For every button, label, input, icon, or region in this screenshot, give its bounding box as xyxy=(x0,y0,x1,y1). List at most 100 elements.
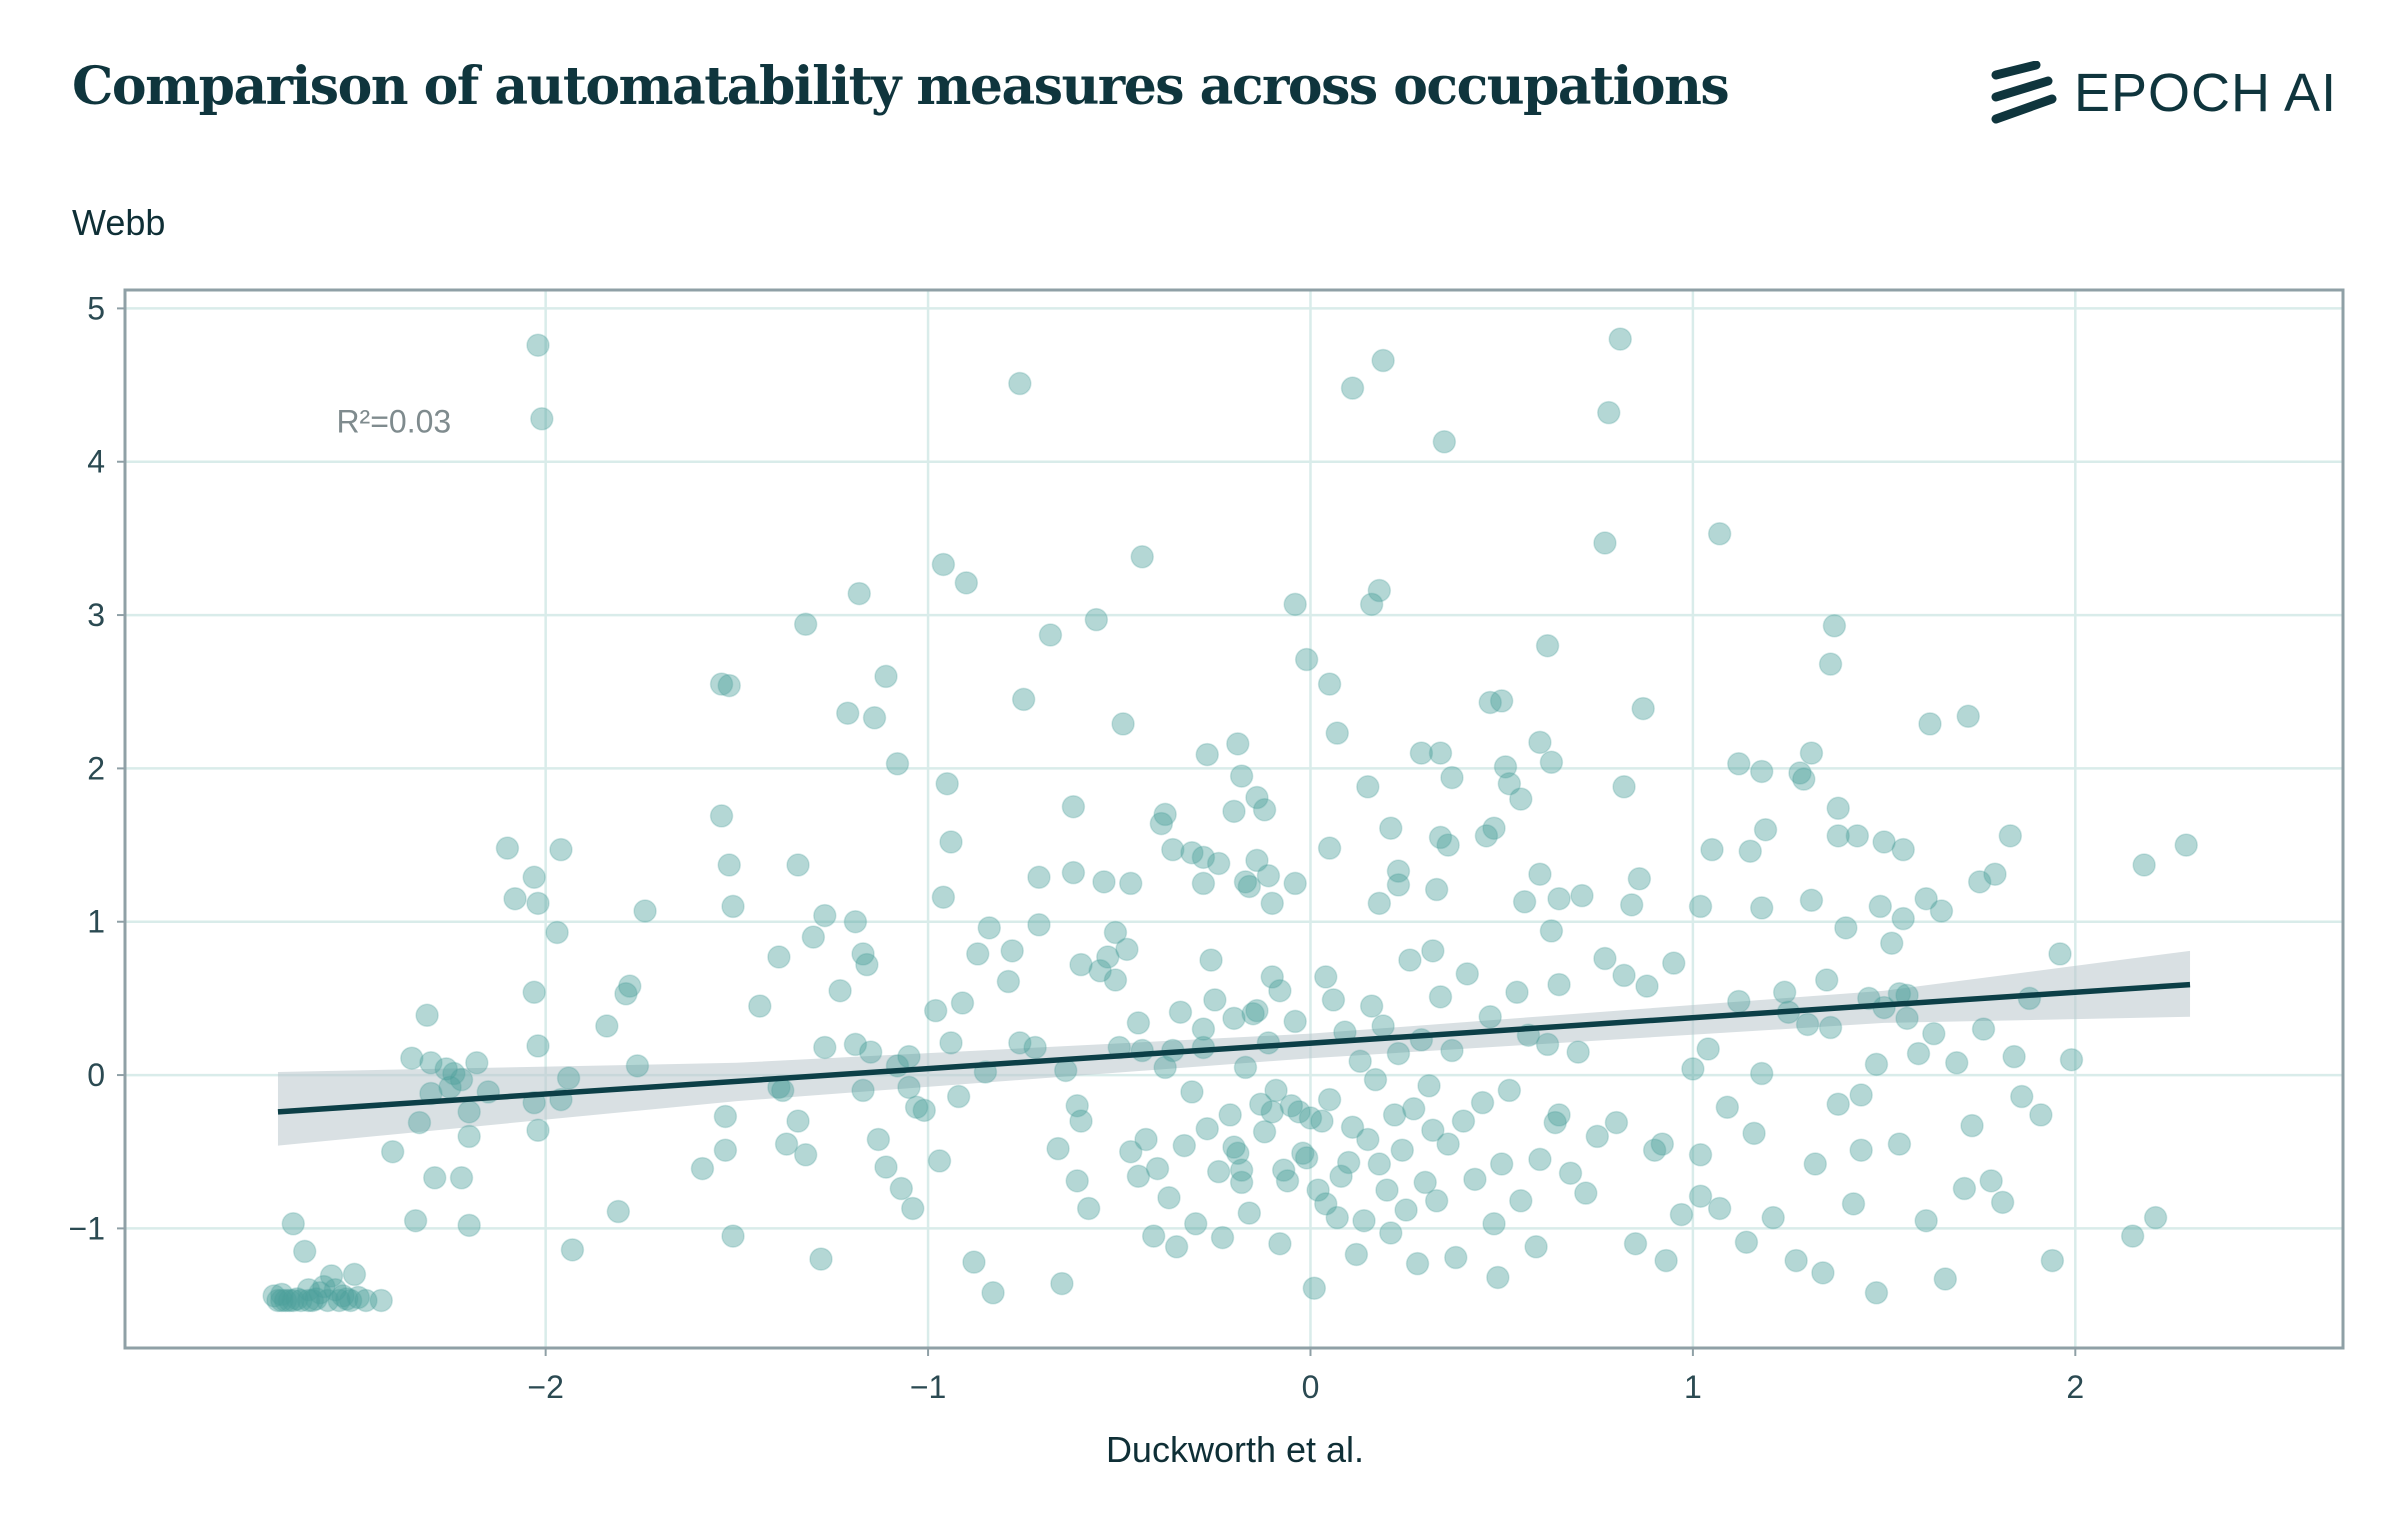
data-point xyxy=(296,1277,321,1302)
data-point xyxy=(1237,874,1262,899)
data-point xyxy=(1348,1049,1372,1074)
data-point xyxy=(1524,1235,1548,1259)
data-point xyxy=(262,1284,286,1308)
data-point xyxy=(315,1288,340,1313)
data-point xyxy=(549,837,573,862)
data-point xyxy=(1363,1067,1388,1092)
data-point xyxy=(1275,1169,1300,1193)
data-point xyxy=(1210,1225,1235,1250)
data-point xyxy=(1092,870,1116,894)
data-point xyxy=(285,1287,309,1311)
data-point xyxy=(1795,1012,1820,1037)
data-point xyxy=(1130,1038,1154,1063)
data-point xyxy=(721,1224,745,1248)
data-point xyxy=(1444,1245,1468,1270)
data-point xyxy=(1352,1208,1376,1233)
data-point xyxy=(904,1095,929,1120)
data-point xyxy=(767,945,791,969)
data-point xyxy=(1398,948,1422,972)
data-point xyxy=(1367,1152,1392,1176)
tick-labels: −2 −1 0 1 2 −1 0 1 2 3 4 5 xyxy=(69,290,2085,1405)
data-point xyxy=(449,1166,474,1190)
data-point xyxy=(1180,840,1204,865)
data-point xyxy=(1436,833,1460,857)
data-point xyxy=(1218,1103,1242,1127)
data-point xyxy=(442,1061,466,1086)
data-point xyxy=(1727,752,1751,776)
data-point xyxy=(304,1287,328,1311)
data-point xyxy=(1268,978,1292,1003)
data-point xyxy=(1237,1201,1262,1225)
data-point xyxy=(1945,1051,1969,1075)
data-point xyxy=(1008,371,1032,396)
data-point xyxy=(1283,592,1307,617)
data-point xyxy=(1463,1167,1487,1192)
data-point xyxy=(1868,894,1893,919)
data-point xyxy=(526,1034,550,1058)
data-point xyxy=(851,942,875,966)
data-point xyxy=(836,701,860,725)
data-point xyxy=(1161,837,1185,862)
data-point xyxy=(1291,1141,1315,1166)
data-point xyxy=(1061,860,1086,885)
trend-line xyxy=(277,981,2191,1115)
data-point xyxy=(813,903,837,928)
data-point xyxy=(2143,1205,2168,1230)
data-point xyxy=(1103,920,1128,945)
data-point xyxy=(931,885,956,909)
data-point xyxy=(774,1132,799,1156)
data-point xyxy=(2040,1248,2065,1273)
data-point xyxy=(2002,1044,2026,1069)
data-point xyxy=(1612,775,1636,799)
data-point xyxy=(1688,894,1713,919)
data-point xyxy=(1111,712,1135,736)
data-point xyxy=(1141,1224,1166,1248)
data-point xyxy=(1298,1106,1323,1130)
data-point xyxy=(1149,811,1174,836)
data-point xyxy=(1325,1205,1350,1230)
data-point xyxy=(308,1281,332,1305)
data-point xyxy=(1359,994,1384,1018)
data-point xyxy=(1153,1055,1177,1080)
data-point xyxy=(526,1118,550,1143)
data-point xyxy=(1027,913,1051,937)
x-tick-label: 1 xyxy=(1684,1369,1702,1405)
data-point xyxy=(843,909,868,934)
data-point xyxy=(1023,1035,1047,1060)
x-tick-label: 0 xyxy=(1302,1369,1320,1405)
data-point xyxy=(1390,1138,1415,1162)
data-point xyxy=(2059,1047,2084,1072)
data-point xyxy=(1799,888,1824,913)
data-point xyxy=(1428,825,1453,850)
data-point xyxy=(721,894,745,919)
data-point xyxy=(1260,1100,1284,1124)
data-point xyxy=(1206,851,1231,876)
data-point xyxy=(1172,1133,1197,1158)
data-point xyxy=(1700,837,1724,862)
data-point xyxy=(923,998,948,1023)
data-point xyxy=(403,1208,428,1233)
data-point xyxy=(1478,1005,1502,1029)
data-point xyxy=(793,1143,818,1167)
data-point xyxy=(1681,1057,1705,1081)
data-point xyxy=(713,1138,738,1162)
trend-layer xyxy=(277,981,2191,1115)
data-point xyxy=(1749,1061,1774,1086)
data-point xyxy=(1849,1083,1873,1107)
data-point xyxy=(1405,1251,1430,1276)
data-point xyxy=(1180,1080,1204,1104)
data-point xyxy=(1849,1138,1873,1162)
data-point xyxy=(1050,1271,1074,1296)
data-point xyxy=(338,1288,363,1313)
data-point xyxy=(556,1066,581,1090)
data-point xyxy=(1386,873,1411,897)
data-point xyxy=(1409,741,1434,765)
data-point xyxy=(354,1288,378,1313)
data-point xyxy=(1371,1014,1395,1038)
data-point xyxy=(1822,614,1847,638)
data-point xyxy=(1195,742,1219,767)
data-point xyxy=(1887,1132,1912,1156)
data-point xyxy=(1535,633,1560,658)
data-point xyxy=(618,974,642,998)
data-point xyxy=(1314,1192,1338,1216)
